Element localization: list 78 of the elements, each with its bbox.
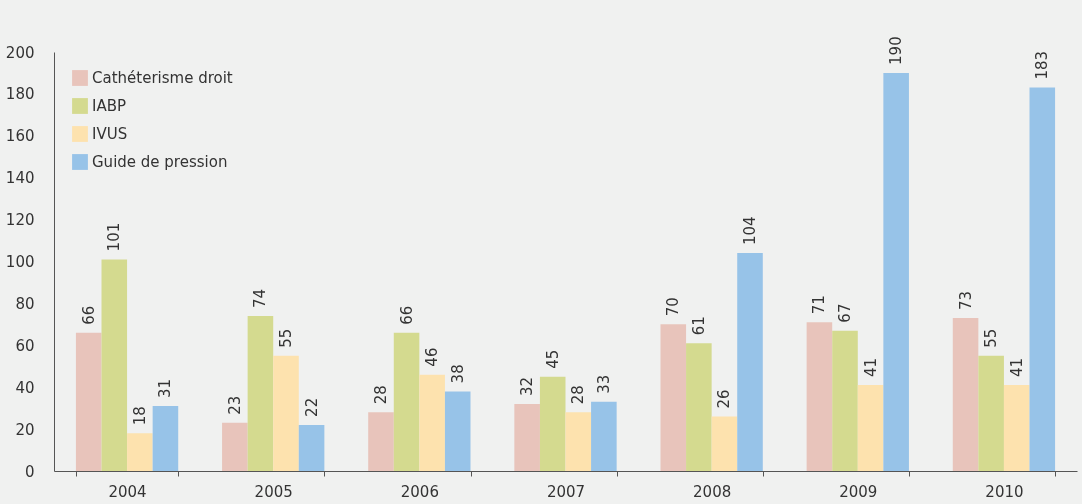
bar: [393, 332, 420, 471]
bar: [686, 343, 712, 471]
y-tick-label: 60: [15, 336, 35, 355]
bar: [514, 403, 540, 471]
x-tick-label: 2008: [693, 482, 732, 501]
y-tick-label: 0: [24, 462, 35, 481]
data-label: 73: [956, 290, 975, 311]
data-label: 101: [105, 222, 124, 252]
bar: [539, 376, 566, 471]
data-label: 18: [130, 406, 149, 426]
y-tick-label: 40: [15, 378, 35, 397]
data-label: 66: [79, 305, 98, 325]
data-label: 45: [543, 349, 562, 369]
data-label: 71: [810, 295, 829, 315]
bar: [565, 412, 592, 471]
bar: [298, 424, 325, 471]
legend-label: Cathéterisme droit: [92, 69, 233, 87]
y-tick-label: 120: [5, 211, 35, 230]
bar: [1029, 87, 1056, 471]
bar: [222, 422, 248, 471]
data-label: 23: [225, 395, 244, 415]
bar: [101, 259, 128, 471]
data-label: 31: [156, 378, 175, 399]
data-label: 28: [569, 385, 588, 405]
bar: [1003, 385, 1030, 471]
x-tick-label: 2010: [985, 482, 1024, 501]
x-tick-label: 2009: [839, 482, 878, 501]
data-label: 38: [448, 364, 467, 384]
data-label: 66: [397, 305, 416, 325]
bar: [737, 253, 763, 471]
bar: [273, 355, 299, 471]
y-tick-label: 140: [5, 169, 35, 188]
legend-label: IABP: [92, 97, 127, 115]
bar: [978, 355, 1004, 471]
x-tick-label: 2004: [108, 482, 147, 501]
x-tick-label: 2007: [546, 482, 586, 501]
data-label: 67: [836, 303, 854, 323]
data-label: 183: [1033, 50, 1052, 80]
bar: [832, 330, 858, 471]
x-tick-label: 2005: [254, 482, 293, 501]
bar: [127, 433, 153, 471]
data-label: 33: [594, 374, 613, 394]
bar: [857, 385, 884, 471]
bar: [247, 315, 274, 471]
data-label: 55: [277, 328, 295, 348]
data-label: 41: [861, 358, 880, 378]
y-tick-label: 80: [15, 294, 35, 313]
data-label: 26: [715, 389, 734, 409]
y-tick-label: 20: [15, 420, 35, 439]
data-label: 22: [302, 397, 321, 417]
data-label: 28: [371, 385, 390, 405]
bar: [419, 374, 445, 471]
bar: [883, 72, 909, 471]
bar: [368, 412, 394, 471]
data-label: 61: [689, 316, 708, 336]
data-label: 104: [741, 216, 760, 246]
data-label: 46: [423, 347, 442, 367]
data-label: 74: [251, 288, 270, 308]
y-tick-label: 100: [5, 253, 35, 271]
bar: [152, 406, 179, 471]
legend-label: Guide de pression: [92, 153, 228, 171]
data-label: 41: [1007, 358, 1026, 378]
bar: [444, 391, 471, 471]
data-label: 190: [887, 36, 906, 65]
y-tick-label: 180: [5, 85, 35, 104]
bar: [952, 318, 979, 471]
data-label: 70: [664, 297, 683, 317]
x-tick-label: 2006: [400, 482, 439, 501]
y-tick-label: 200: [5, 43, 35, 62]
bar: [591, 401, 617, 471]
data-label: 55: [982, 328, 1001, 348]
legend-label: IVUS: [92, 125, 128, 143]
y-tick-label: 160: [5, 127, 35, 146]
bar: [660, 324, 687, 471]
bar: [75, 332, 102, 471]
bar: [711, 416, 738, 471]
data-label: 32: [518, 376, 537, 396]
bar: [806, 322, 833, 471]
